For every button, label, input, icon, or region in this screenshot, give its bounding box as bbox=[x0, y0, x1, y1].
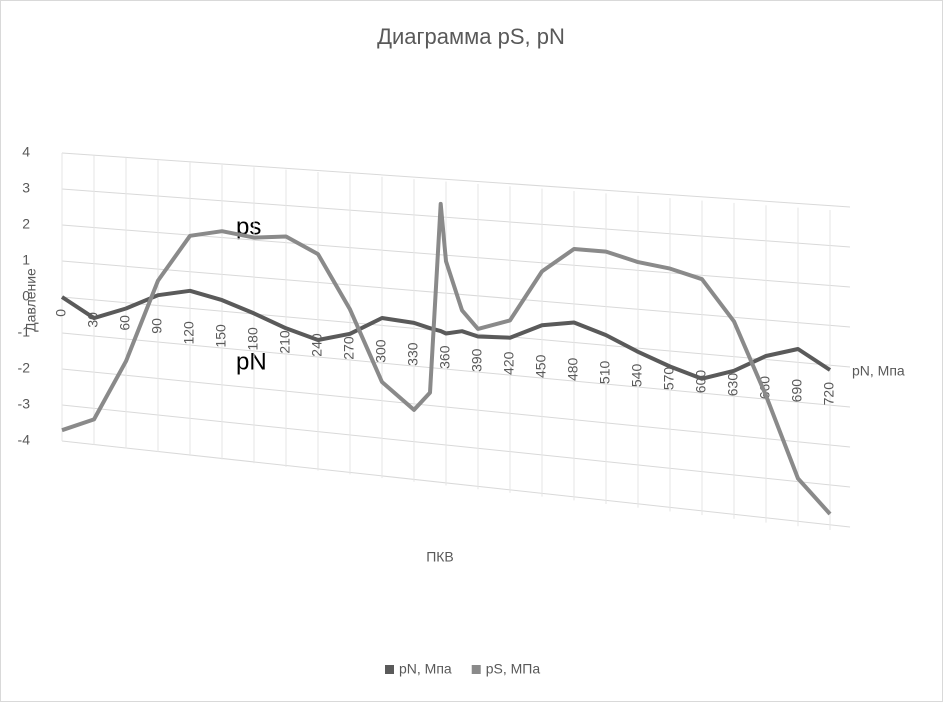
legend-swatch bbox=[385, 665, 394, 674]
legend-label: pN, Мпа bbox=[399, 661, 452, 677]
x-tick-label: 180 bbox=[245, 327, 261, 351]
x-tick-label: 510 bbox=[597, 360, 613, 384]
x-tick-label: 450 bbox=[533, 354, 549, 378]
x-tick-label: 360 bbox=[437, 345, 453, 369]
grid-line bbox=[61, 188, 851, 248]
chart-title: Диаграмма pS, pN bbox=[377, 24, 565, 49]
depth-axis-label: pN, Мпа bbox=[852, 363, 905, 379]
x-tick-label: 120 bbox=[181, 321, 197, 345]
y-tick-label: 3 bbox=[22, 180, 30, 196]
x-tick-label: 600 bbox=[693, 370, 709, 394]
y-tick-label: 2 bbox=[22, 216, 30, 232]
y-axis-title: Давление bbox=[23, 268, 39, 332]
x-tick-label: 60 bbox=[117, 315, 133, 331]
x-tick-label: 720 bbox=[821, 382, 837, 406]
x-tick-label: 300 bbox=[373, 339, 389, 363]
y-tick-label: -4 bbox=[18, 432, 31, 448]
grid-line bbox=[61, 332, 851, 408]
x-tick-label: 90 bbox=[149, 318, 165, 334]
x-tick-label: 210 bbox=[277, 330, 293, 354]
x-tick-label: 330 bbox=[405, 342, 421, 366]
x-tick-label: 270 bbox=[341, 336, 357, 360]
grid-line bbox=[61, 440, 851, 528]
x-tick-label: 690 bbox=[789, 379, 805, 403]
y-tick-label: 0 bbox=[22, 288, 30, 304]
grid-line bbox=[61, 368, 851, 448]
y-tick-label: -2 bbox=[18, 360, 31, 376]
x-tick-label: 0 bbox=[53, 309, 69, 317]
x-axis-title: ПКВ bbox=[426, 549, 454, 565]
y-tick-label: -3 bbox=[18, 396, 31, 412]
grid-line bbox=[61, 404, 851, 488]
x-tick-label: 480 bbox=[565, 357, 581, 381]
x-tick-label: 150 bbox=[213, 324, 229, 348]
y-tick-label: 1 bbox=[22, 252, 30, 268]
series-line bbox=[61, 201, 832, 516]
y-tick-label: 4 bbox=[22, 144, 30, 160]
x-tick-label: 570 bbox=[661, 367, 677, 391]
legend-label: pS, МПа bbox=[486, 661, 541, 677]
legend-swatch bbox=[471, 665, 481, 674]
series-line bbox=[60, 288, 832, 381]
x-tick-label: 540 bbox=[629, 364, 645, 388]
x-tick-label: 420 bbox=[501, 351, 517, 375]
x-tick-label: 390 bbox=[469, 348, 485, 372]
x-tick-label: 630 bbox=[725, 373, 741, 397]
grid-line bbox=[61, 152, 851, 208]
annotation: pN bbox=[236, 348, 267, 375]
y-tick-label: -1 bbox=[18, 324, 31, 340]
